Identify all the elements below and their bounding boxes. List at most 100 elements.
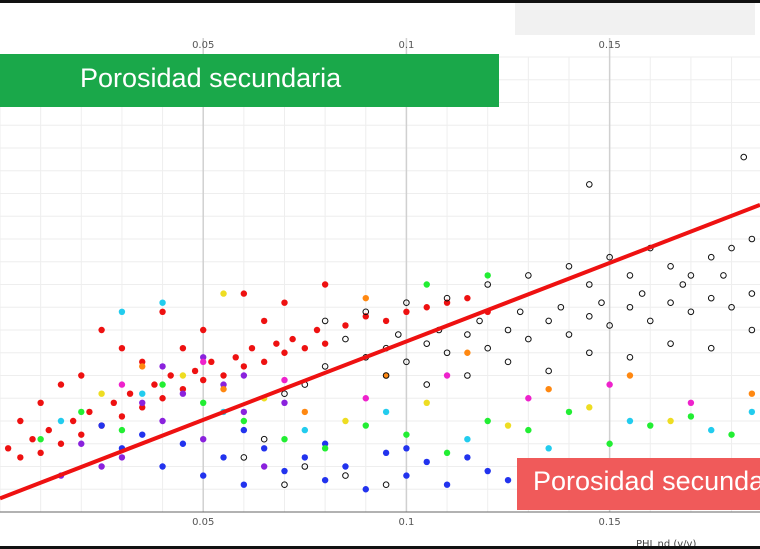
data-point-cyan xyxy=(708,426,715,434)
x-axis-label: PHI_nd (v/v) xyxy=(636,539,696,549)
data-point-green xyxy=(240,417,248,425)
data-point-red xyxy=(17,417,24,425)
data-point-black-open xyxy=(504,358,512,366)
data-point-purple xyxy=(179,390,187,397)
data-point-black-open xyxy=(382,481,390,489)
data-point-red xyxy=(220,372,227,379)
bottom-border xyxy=(0,546,760,549)
data-point-red xyxy=(260,317,268,325)
data-point-red xyxy=(37,449,44,457)
data-point-black-open xyxy=(646,317,654,325)
data-point-purple xyxy=(98,463,105,470)
data-point-magenta xyxy=(443,372,451,379)
data-point-blue xyxy=(321,476,329,484)
x-tick-label-bottom: 0.05 xyxy=(192,517,214,528)
data-point-cyan xyxy=(159,299,166,306)
data-point-purple xyxy=(200,354,207,361)
data-point-blue xyxy=(484,467,491,475)
data-point-blue xyxy=(220,454,227,461)
data-point-orange xyxy=(362,294,369,302)
data-point-green xyxy=(606,440,613,447)
banner-porosidad-secundaria-top: Porosidad secundaria xyxy=(0,54,499,107)
data-point-black-open xyxy=(667,340,674,347)
data-point-orange xyxy=(301,408,309,416)
data-point-red xyxy=(321,340,329,347)
data-point-blue xyxy=(423,458,430,466)
data-point-black-open xyxy=(740,153,748,161)
data-point-blue xyxy=(240,426,248,434)
data-point-black-open xyxy=(720,272,727,279)
data-point-purple xyxy=(200,436,207,443)
data-point-purple xyxy=(118,454,126,461)
data-point-yellow xyxy=(423,399,430,406)
data-point-yellow xyxy=(342,417,349,425)
data-point-black-open xyxy=(557,303,565,311)
data-point-black-open xyxy=(443,294,451,302)
data-point-red xyxy=(313,326,321,334)
data-point-black-open xyxy=(626,303,634,311)
data-point-red xyxy=(118,413,126,420)
data-point-yellow xyxy=(667,417,674,425)
data-point-magenta xyxy=(200,358,207,366)
data-point-red xyxy=(443,299,451,306)
data-point-black-open xyxy=(687,272,695,279)
data-point-red xyxy=(464,294,471,302)
banner-porosidad-secundaria-bottom: Porosidad secundaria xyxy=(517,458,760,510)
data-point-black-open xyxy=(606,253,613,261)
data-point-cyan xyxy=(139,390,146,397)
data-point-red xyxy=(321,281,329,288)
data-point-green xyxy=(78,408,85,416)
data-point-red xyxy=(342,322,349,329)
data-point-black-open xyxy=(586,181,593,188)
data-point-red xyxy=(260,358,268,366)
data-point-black-open xyxy=(464,372,471,379)
data-point-black-open xyxy=(321,363,329,370)
data-point-black-open xyxy=(504,326,512,334)
trend-line xyxy=(0,203,760,501)
data-point-magenta xyxy=(525,395,532,402)
x-tick-labels-top: 0.05 0.1 0.15 xyxy=(192,40,621,51)
data-point-purple xyxy=(240,408,248,416)
data-point-green xyxy=(37,436,44,443)
data-point-red xyxy=(167,372,174,379)
data-point-black-open xyxy=(476,317,483,325)
data-point-green xyxy=(423,281,430,288)
x-tick-labels-bottom: 0.05 0.1 0.15 xyxy=(192,517,621,528)
data-point-black-open xyxy=(586,349,593,357)
data-point-red xyxy=(248,345,256,352)
data-point-yellow xyxy=(220,290,227,297)
data-point-green xyxy=(647,422,654,429)
x-tick-label-bottom: 0.15 xyxy=(598,517,620,528)
data-point-red xyxy=(159,308,166,315)
data-point-blue xyxy=(159,463,166,470)
data-point-black-open xyxy=(443,349,451,357)
data-point-black-open xyxy=(586,281,593,288)
banner-bottom-text: Porosidad secundaria xyxy=(533,466,760,496)
data-point-red xyxy=(273,340,280,347)
data-point-red xyxy=(45,426,52,434)
top-border xyxy=(0,0,760,3)
data-point-blue xyxy=(179,440,187,447)
data-point-black-open xyxy=(626,272,634,279)
data-point-cyan xyxy=(57,417,65,425)
data-point-black-open xyxy=(301,463,309,470)
x-tick-label-top: 0.15 xyxy=(598,40,620,51)
data-point-red xyxy=(179,385,187,393)
data-point-black-open xyxy=(403,299,410,307)
data-point-green xyxy=(565,408,573,416)
data-point-orange xyxy=(545,385,552,393)
data-point-black-open xyxy=(281,390,288,398)
data-point-red xyxy=(403,308,410,315)
data-point-purple xyxy=(260,463,268,470)
data-point-red xyxy=(78,431,85,438)
data-point-black-open xyxy=(679,281,687,288)
data-point-red xyxy=(86,408,93,416)
data-point-cyan xyxy=(118,308,126,315)
data-point-black-open xyxy=(598,299,605,307)
data-point-green xyxy=(321,445,329,452)
data-point-red xyxy=(281,299,288,306)
data-point-red xyxy=(200,326,207,334)
data-point-purple xyxy=(159,417,166,425)
